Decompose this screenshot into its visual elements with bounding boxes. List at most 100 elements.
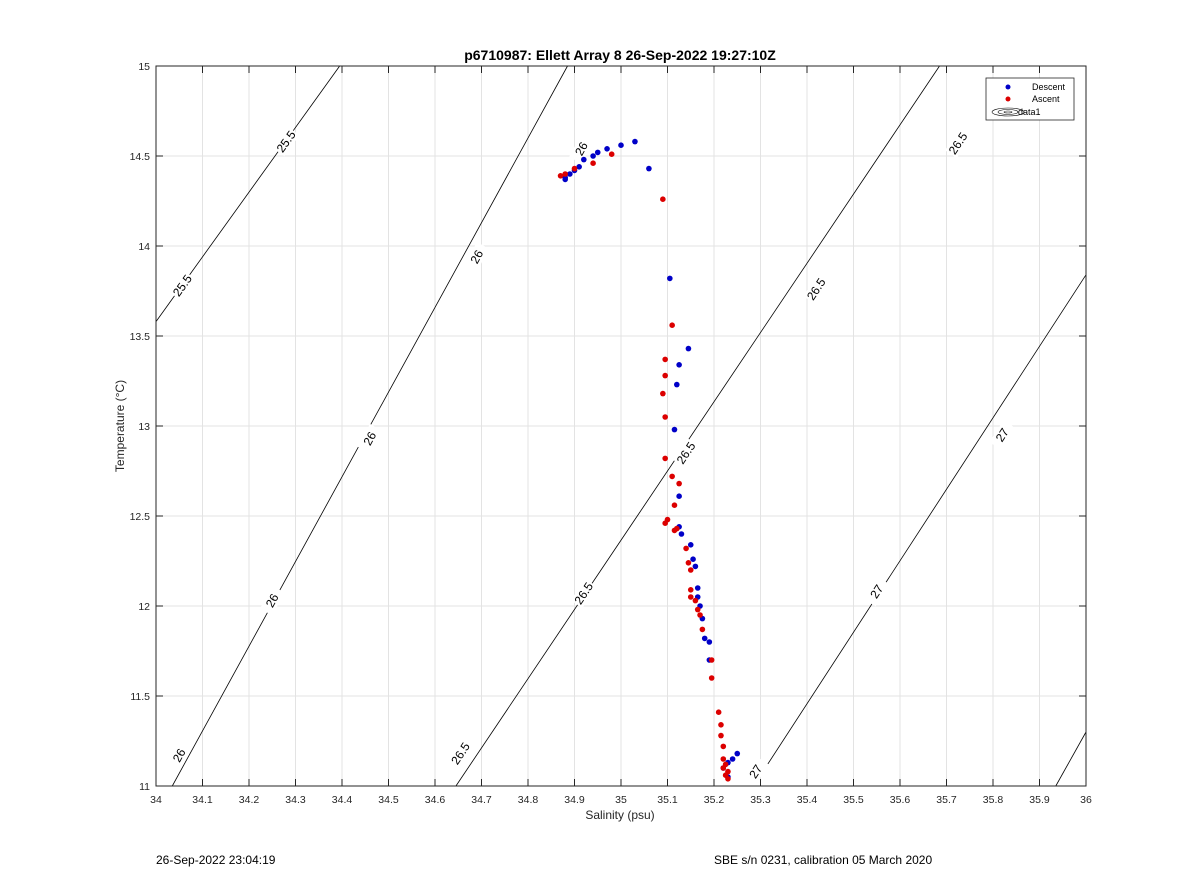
- density-contour-line: [1055, 731, 1087, 787]
- contour-label-bg: [989, 420, 1016, 450]
- y-tick-label: 11.5: [130, 691, 150, 703]
- descent-point: [646, 165, 652, 172]
- descent-point: [676, 493, 682, 500]
- descent-point: [581, 156, 587, 163]
- grid-lines: [155, 65, 1087, 787]
- descent-point: [678, 531, 685, 537]
- ascent-point: [718, 722, 724, 728]
- ascent-point: [590, 160, 596, 166]
- legend-data1-label: data1: [1018, 107, 1041, 117]
- y-tick-label: 12: [138, 601, 150, 613]
- ascent-point: [687, 567, 694, 573]
- ascent-point: [674, 525, 680, 532]
- y-tick-label: 14.5: [130, 151, 151, 163]
- contour-label-bg: [742, 756, 769, 787]
- ascent-point: [697, 612, 703, 618]
- x-tick-label: 34.6: [425, 794, 446, 806]
- chart-title: p6710987: Ellett Array 8 26-Sep-2022 19:…: [464, 47, 776, 63]
- contour-label: 26: [572, 139, 591, 158]
- ascent-point: [720, 765, 727, 771]
- contour-label-bg: [166, 740, 192, 771]
- footer-timestamp: 26-Sep-2022 23:04:19: [156, 853, 276, 867]
- x-tick-label: 34.2: [239, 794, 260, 806]
- ascent-point: [662, 520, 668, 526]
- ascent-point: [662, 372, 668, 379]
- contour-label: 26: [361, 429, 380, 448]
- ascent-point: [708, 675, 715, 681]
- contour-label: 26: [170, 746, 189, 765]
- x-tick-label: 35.3: [750, 794, 771, 806]
- x-tick-label: 34.8: [518, 794, 539, 806]
- x-tick-label: 34.1: [192, 794, 213, 806]
- descent-point: [671, 426, 678, 433]
- contour-label-bg: [803, 274, 830, 304]
- contour-label-bg: [259, 585, 285, 616]
- descent-point: [729, 756, 736, 762]
- x-tick-label: 34.9: [564, 794, 585, 806]
- descent-point: [706, 639, 713, 645]
- x-tick-label: 34: [150, 794, 162, 806]
- descent-point: [692, 563, 699, 570]
- ascent-point: [692, 597, 699, 604]
- data-points: [557, 138, 741, 782]
- descent-point: [667, 275, 673, 282]
- legend-descent-label: Descent: [1032, 82, 1066, 92]
- descent-point: [676, 362, 682, 368]
- contour-label: 26: [467, 247, 486, 266]
- descent-point: [694, 585, 701, 591]
- contour-label-bg: [169, 270, 196, 301]
- y-tick-label: 14: [138, 241, 150, 253]
- descent-point: [632, 138, 638, 145]
- ascent-point: [660, 196, 666, 202]
- contour-label-bg: [570, 578, 597, 609]
- ascent-point: [685, 560, 692, 566]
- x-tick-label: 34.5: [378, 794, 399, 806]
- x-axis-label: Salinity (psu): [585, 808, 654, 822]
- contour-label-bg: [945, 128, 972, 159]
- y-tick-label: 12.5: [130, 511, 151, 523]
- ascent-point: [694, 606, 701, 613]
- contour-label-bg: [272, 126, 300, 157]
- contour-label-bg: [863, 576, 890, 607]
- descent-point: [604, 146, 610, 152]
- x-tick-label: 35.5: [843, 794, 864, 806]
- x-tick-label: 35.1: [657, 794, 678, 806]
- x-tick-label: 35.6: [890, 794, 911, 806]
- ascent-point: [687, 587, 694, 593]
- ascent-point: [608, 151, 615, 157]
- x-tick-label: 35.7: [936, 794, 957, 806]
- ascent-point: [676, 480, 682, 487]
- descent-point: [687, 542, 694, 548]
- x-tick-label: 35.8: [983, 794, 1004, 806]
- ascent-point: [662, 356, 668, 363]
- ascent-point: [687, 594, 694, 600]
- descent-point: [576, 164, 582, 170]
- x-tick-label: 35: [615, 794, 627, 806]
- descent-point: [674, 381, 680, 388]
- ascent-point: [562, 171, 568, 177]
- x-tick-label: 34.4: [332, 794, 353, 806]
- ascent-point: [720, 743, 727, 750]
- descent-point: [690, 556, 696, 562]
- descent-point: [734, 750, 741, 757]
- contour-label-bg: [569, 134, 594, 164]
- ascent-point: [557, 173, 564, 179]
- contour-label: 26: [263, 591, 282, 610]
- axis-ticks: 34 34.1 34.2 34.3 34.4 34.5 34.6 34.7 34.8 34.9 35…: [130, 61, 1092, 806]
- contour-label-bg: [673, 438, 700, 468]
- ascent-point: [715, 709, 722, 715]
- ascent-point: [671, 502, 678, 509]
- legend-contour-icon: [991, 107, 1025, 117]
- ascent-point: [669, 473, 675, 480]
- ascent-point: [725, 776, 731, 782]
- ascent-point: [683, 545, 689, 552]
- descent-point: [685, 345, 692, 352]
- legend-ascent-label: Ascent: [1032, 94, 1060, 104]
- ascent-point: [669, 322, 675, 329]
- legend-box: [985, 77, 1075, 121]
- legend: Descent Ascent data1: [985, 77, 1075, 121]
- y-tick-label: 13.5: [130, 331, 151, 343]
- ascent-point: [708, 657, 715, 663]
- descent-point: [594, 149, 601, 156]
